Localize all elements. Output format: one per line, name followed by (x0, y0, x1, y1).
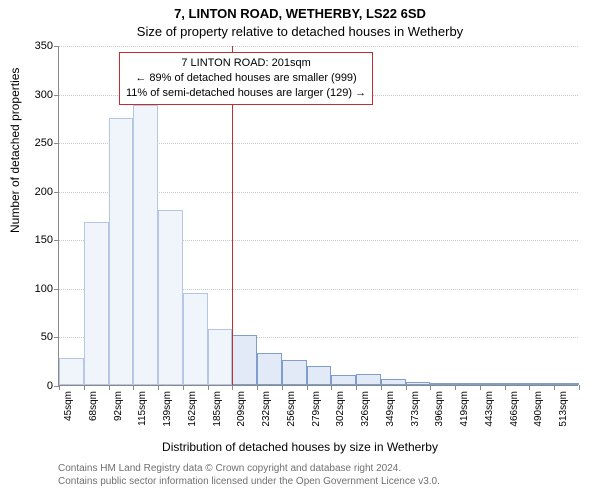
ytick-label: 150 (35, 234, 53, 246)
xtick-mark (158, 385, 159, 390)
ytick-mark (54, 337, 59, 338)
xtick-mark (381, 385, 382, 390)
histogram-bar (158, 210, 183, 385)
histogram-bar (257, 353, 282, 385)
ytick-label: 200 (35, 186, 53, 198)
histogram-bar (232, 335, 257, 386)
gridline-h (59, 46, 578, 47)
xtick-label: 466sqm (509, 391, 520, 431)
xtick-label: 185sqm (212, 391, 223, 431)
xtick-mark (406, 385, 407, 390)
histogram-bar (282, 360, 307, 385)
page-title: 7, LINTON ROAD, WETHERBY, LS22 6SD (0, 6, 600, 21)
histogram-bar (331, 375, 356, 385)
annotation-line: ← 89% of detached houses are smaller (99… (126, 71, 366, 86)
xtick-mark (59, 385, 60, 390)
chart-container: 7, LINTON ROAD, WETHERBY, LS22 6SD Size … (0, 0, 600, 500)
xtick-label: 443sqm (484, 391, 495, 431)
y-axis-label: Number of detached properties (8, 68, 22, 233)
xtick-label: 115sqm (137, 391, 148, 431)
ytick-mark (54, 289, 59, 290)
histogram-bar (455, 383, 480, 385)
histogram-bar (133, 105, 158, 385)
credits-block: Contains HM Land Registry data © Crown c… (58, 462, 440, 488)
xtick-label: 373sqm (410, 391, 421, 431)
xtick-mark (579, 385, 580, 390)
xtick-label: 326sqm (360, 391, 371, 431)
xtick-label: 92sqm (113, 391, 124, 431)
histogram-bar (406, 382, 431, 385)
xtick-mark (257, 385, 258, 390)
annotation-line: 11% of semi-detached houses are larger (… (126, 86, 366, 101)
xtick-label: 349sqm (385, 391, 396, 431)
annotation-line: 7 LINTON ROAD: 201sqm (126, 56, 366, 71)
x-axis-label: Distribution of detached houses by size … (0, 440, 600, 454)
xtick-label: 68sqm (88, 391, 99, 431)
ytick-label: 50 (41, 331, 53, 343)
histogram-bar (356, 374, 381, 385)
xtick-mark (183, 385, 184, 390)
xtick-mark (505, 385, 506, 390)
xtick-label: 256sqm (286, 391, 297, 431)
xtick-mark (455, 385, 456, 390)
histogram-bar (505, 383, 530, 385)
ytick-label: 300 (35, 89, 53, 101)
histogram-bar (59, 358, 84, 385)
histogram-bar (529, 383, 554, 385)
histogram-bar (480, 383, 505, 385)
xtick-label: 513sqm (558, 391, 569, 431)
xtick-label: 45sqm (63, 391, 74, 431)
xtick-mark (307, 385, 308, 390)
ytick-mark (54, 95, 59, 96)
ytick-mark (54, 46, 59, 47)
xtick-mark (529, 385, 530, 390)
histogram-bar (208, 329, 233, 385)
ytick-mark (54, 192, 59, 193)
xtick-mark (208, 385, 209, 390)
histogram-bar (183, 293, 208, 385)
xtick-mark (84, 385, 85, 390)
xtick-mark (109, 385, 110, 390)
xtick-label: 209sqm (236, 391, 247, 431)
ytick-label: 350 (35, 40, 53, 52)
xtick-label: 139sqm (162, 391, 173, 431)
annotation-box: 7 LINTON ROAD: 201sqm← 89% of detached h… (119, 52, 373, 105)
xtick-mark (133, 385, 134, 390)
xtick-label: 279sqm (311, 391, 322, 431)
xtick-mark (282, 385, 283, 390)
ytick-label: 250 (35, 137, 53, 149)
xtick-label: 302sqm (335, 391, 346, 431)
ytick-mark (54, 240, 59, 241)
credit-line: Contains public sector information licen… (58, 475, 440, 488)
xtick-label: 232sqm (261, 391, 272, 431)
histogram-bar (109, 118, 134, 385)
credit-line: Contains HM Land Registry data © Crown c… (58, 462, 440, 475)
plot-area: 05010015020025030035045sqm68sqm92sqm115s… (58, 46, 578, 386)
xtick-label: 419sqm (459, 391, 470, 431)
xtick-label: 396sqm (434, 391, 445, 431)
xtick-mark (554, 385, 555, 390)
xtick-label: 490sqm (533, 391, 544, 431)
xtick-label: 162sqm (187, 391, 198, 431)
histogram-bar (554, 383, 579, 385)
xtick-mark (430, 385, 431, 390)
histogram-bar (307, 366, 332, 385)
xtick-mark (331, 385, 332, 390)
ytick-mark (54, 143, 59, 144)
ytick-label: 100 (35, 283, 53, 295)
ytick-label: 0 (47, 380, 53, 392)
xtick-mark (480, 385, 481, 390)
xtick-mark (232, 385, 233, 390)
histogram-bar (381, 379, 406, 385)
xtick-mark (356, 385, 357, 390)
page-subtitle: Size of property relative to detached ho… (0, 24, 600, 39)
histogram-bar (84, 222, 109, 385)
histogram-bar (430, 383, 455, 385)
